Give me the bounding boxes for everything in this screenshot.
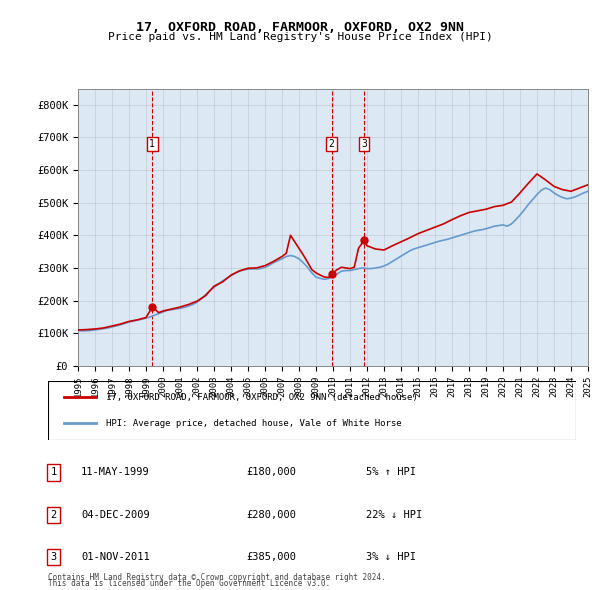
Text: £385,000: £385,000 — [246, 552, 296, 562]
Text: 01-NOV-2011: 01-NOV-2011 — [81, 552, 150, 562]
Text: Price paid vs. HM Land Registry's House Price Index (HPI): Price paid vs. HM Land Registry's House … — [107, 32, 493, 42]
Text: HPI: Average price, detached house, Vale of White Horse: HPI: Average price, detached house, Vale… — [106, 418, 402, 428]
Text: 1: 1 — [149, 139, 155, 149]
Text: 17, OXFORD ROAD, FARMOOR, OXFORD, OX2 9NN (detached house): 17, OXFORD ROAD, FARMOOR, OXFORD, OX2 9N… — [106, 392, 418, 402]
Text: 17, OXFORD ROAD, FARMOOR, OXFORD, OX2 9NN: 17, OXFORD ROAD, FARMOOR, OXFORD, OX2 9N… — [136, 21, 464, 34]
Text: 1: 1 — [50, 467, 56, 477]
Text: 2: 2 — [329, 139, 335, 149]
Text: This data is licensed under the Open Government Licence v3.0.: This data is licensed under the Open Gov… — [48, 579, 330, 588]
Text: £280,000: £280,000 — [246, 510, 296, 520]
Text: Contains HM Land Registry data © Crown copyright and database right 2024.: Contains HM Land Registry data © Crown c… — [48, 573, 386, 582]
Text: 3% ↓ HPI: 3% ↓ HPI — [366, 552, 416, 562]
Text: 11-MAY-1999: 11-MAY-1999 — [81, 467, 150, 477]
Text: 3: 3 — [361, 139, 367, 149]
Text: 22% ↓ HPI: 22% ↓ HPI — [366, 510, 422, 520]
Text: 2: 2 — [50, 510, 56, 520]
Text: 3: 3 — [50, 552, 56, 562]
Text: 04-DEC-2009: 04-DEC-2009 — [81, 510, 150, 520]
Text: 5% ↑ HPI: 5% ↑ HPI — [366, 467, 416, 477]
Text: £180,000: £180,000 — [246, 467, 296, 477]
